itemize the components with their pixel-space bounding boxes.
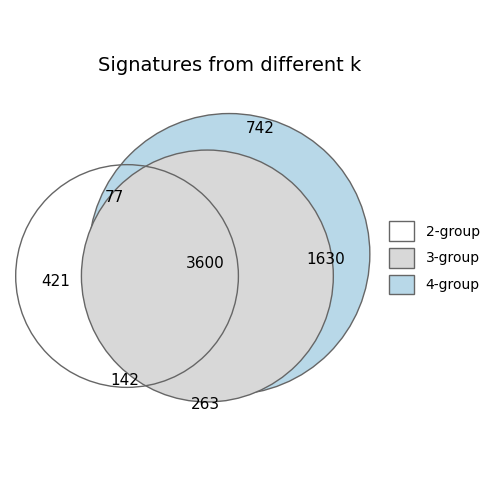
Circle shape [82, 150, 333, 402]
Text: 421: 421 [41, 274, 70, 289]
Text: 1630: 1630 [306, 252, 345, 267]
Text: 77: 77 [105, 190, 124, 205]
Text: 142: 142 [111, 372, 140, 388]
Text: 3600: 3600 [186, 256, 225, 271]
Title: Signatures from different k: Signatures from different k [98, 56, 361, 76]
Circle shape [89, 113, 370, 395]
Text: 263: 263 [191, 397, 220, 412]
Text: 742: 742 [246, 120, 275, 136]
Legend: 2-group, 3-group, 4-group: 2-group, 3-group, 4-group [384, 216, 485, 300]
